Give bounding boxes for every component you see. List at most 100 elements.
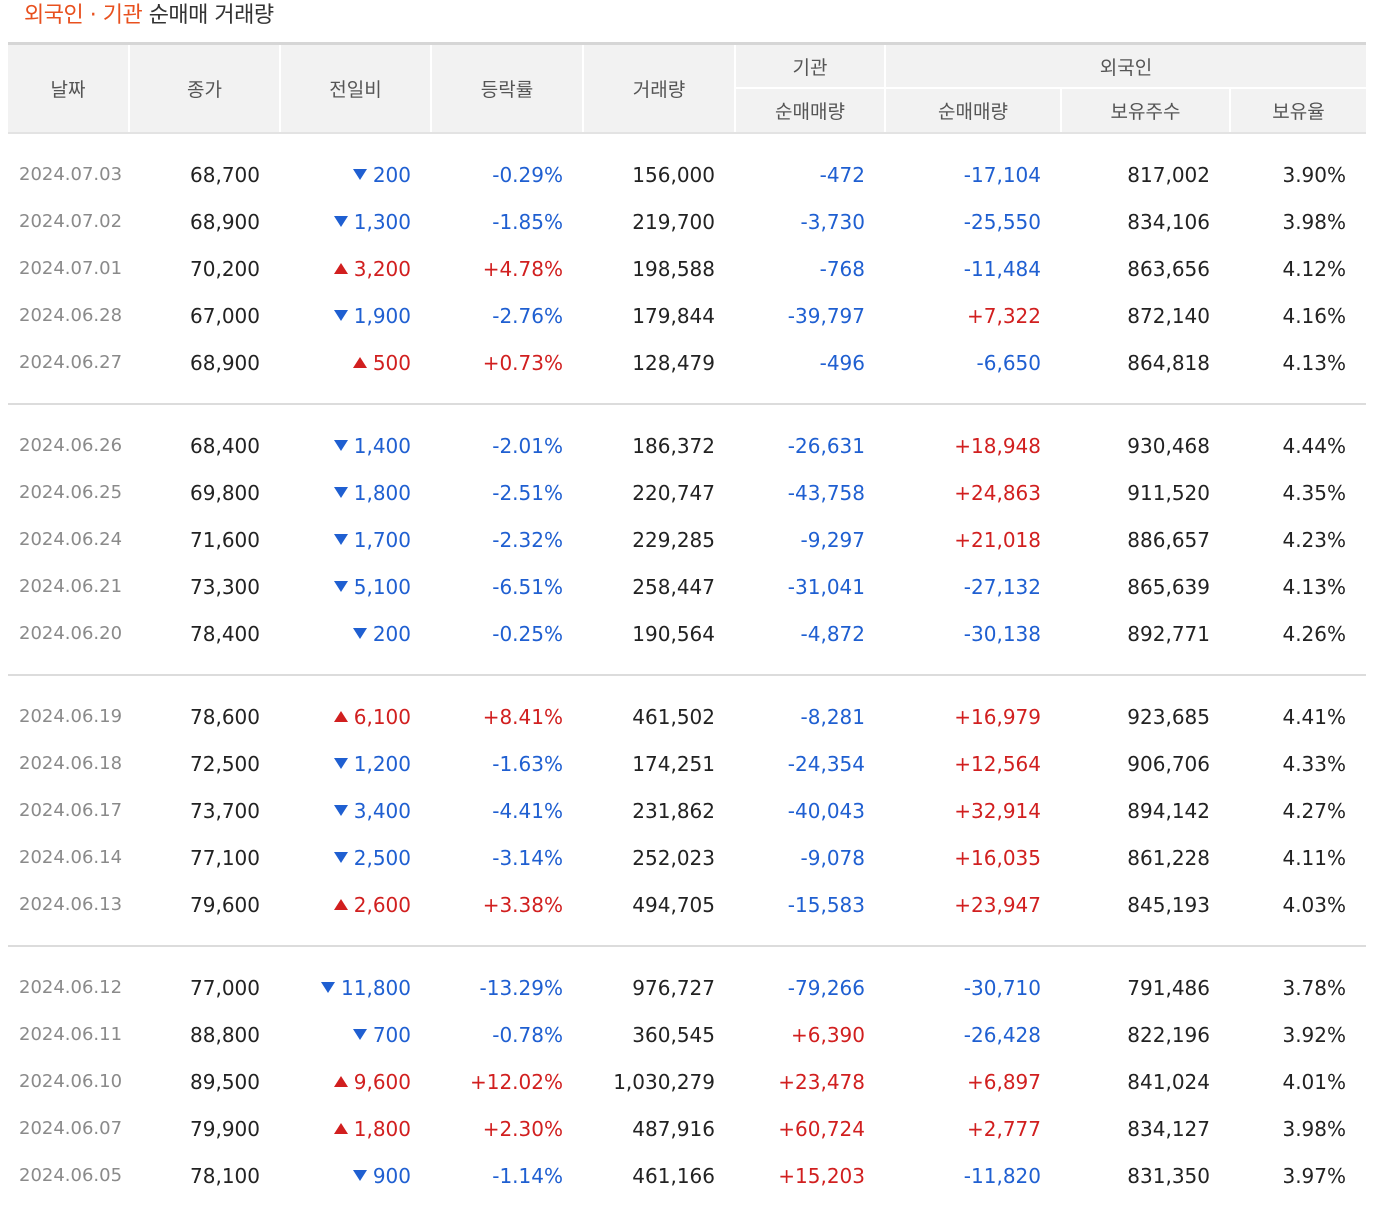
cell-rate-value: +3.38% xyxy=(482,892,563,917)
cell-diff: 9,600 xyxy=(280,1058,431,1105)
triangle-down-icon xyxy=(333,486,348,498)
title-separator: · xyxy=(83,3,103,28)
cell-diff: 2,500 xyxy=(280,834,431,881)
cell-date-value: 2024.06.12 xyxy=(19,977,123,998)
title-institution: 기관 xyxy=(102,3,143,28)
cell-foreign-hold-value: 872,140 xyxy=(1127,303,1210,328)
cell-volume-value: 360,545 xyxy=(632,1022,715,1047)
cell-diff-value: 1,400 xyxy=(353,433,411,458)
cell-foreign-hold: 845,193 xyxy=(1061,881,1230,946)
cell-foreign-net: -30,138 xyxy=(885,610,1061,675)
cell-inst-net-value: +15,203 xyxy=(778,1163,865,1188)
cell-foreign-ratio-value: 4.26% xyxy=(1282,621,1347,646)
cell-close: 73,300 xyxy=(129,563,280,610)
cell-volume-value: 494,705 xyxy=(632,892,715,917)
cell-rate-value: -13.29% xyxy=(479,975,563,1000)
cell-date: 2024.06.28 xyxy=(8,292,129,339)
title-suffix: 순매매 거래량 xyxy=(142,3,274,28)
cell-date-value: 2024.07.03 xyxy=(19,164,123,185)
cell-close-value: 79,900 xyxy=(190,1116,260,1141)
cell-date-value: 2024.06.17 xyxy=(19,800,123,821)
cell-volume-value: 252,023 xyxy=(632,845,715,870)
table-row: 2024.06.28 67,000 1,900 -2.76% 179,844 -39,79… xyxy=(8,292,1366,339)
cell-diff: 1,800 xyxy=(280,1105,431,1152)
cell-date: 2024.06.07 xyxy=(8,1105,129,1152)
cell-date-value: 2024.06.11 xyxy=(19,1024,123,1045)
triangle-down-icon xyxy=(352,168,367,180)
cell-foreign-net: +24,863 xyxy=(885,469,1061,516)
cell-close: 78,600 xyxy=(129,676,280,740)
cell-rate-value: -1.63% xyxy=(492,751,563,776)
trading-volume-table: 날짜 종가 전일비 등락률 거래량 기관 외국인 순매매량 순매매량 보유주수 … xyxy=(8,42,1367,1216)
triangle-up-icon xyxy=(333,1122,348,1134)
cell-foreign-net-value: +7,322 xyxy=(966,303,1041,328)
cell-foreign-hold: 865,639 xyxy=(1061,563,1230,610)
cell-volume: 229,285 xyxy=(583,516,735,563)
cell-foreign-ratio-value: 4.33% xyxy=(1282,751,1347,776)
cell-close: 68,900 xyxy=(129,198,280,245)
cell-volume-value: 156,000 xyxy=(632,162,715,187)
cell-close: 68,700 xyxy=(129,133,280,198)
cell-volume: 494,705 xyxy=(583,881,735,946)
cell-diff: 5,100 xyxy=(280,563,431,610)
cell-volume: 219,700 xyxy=(583,198,735,245)
cell-inst-net: -4,872 xyxy=(735,610,885,675)
cell-foreign-hold: 841,024 xyxy=(1061,1058,1230,1105)
cell-rate: -1.85% xyxy=(431,198,583,245)
cell-diff-value: 11,800 xyxy=(341,975,411,1000)
header-foreign-hold: 보유주수 xyxy=(1061,88,1231,134)
cell-volume-value: 461,502 xyxy=(632,704,715,729)
cell-date-value: 2024.06.19 xyxy=(19,706,123,727)
cell-close-value: 68,400 xyxy=(190,433,260,458)
cell-volume: 128,479 xyxy=(583,339,735,404)
cell-date: 2024.06.20 xyxy=(8,610,129,675)
cell-foreign-ratio: 3.90% xyxy=(1230,133,1366,198)
cell-foreign-ratio-value: 3.98% xyxy=(1282,209,1347,234)
cell-date-value: 2024.06.28 xyxy=(19,305,123,326)
cell-volume: 174,251 xyxy=(583,740,735,787)
cell-foreign-net-value: +12,564 xyxy=(954,751,1041,776)
cell-close-value: 71,600 xyxy=(190,527,260,552)
cell-foreign-ratio: 4.12% xyxy=(1230,245,1366,292)
header-date: 날짜 xyxy=(8,43,130,134)
cell-diff: 1,700 xyxy=(280,516,431,563)
cell-foreign-hold: 930,468 xyxy=(1061,405,1230,469)
cell-foreign-net-value: -6,650 xyxy=(976,350,1041,375)
cell-date: 2024.06.24 xyxy=(8,516,129,563)
table-row: 2024.06.27 68,900 500 +0.73% 128,479 -496 -6,6… xyxy=(8,339,1366,404)
cell-date: 2024.07.02 xyxy=(8,198,129,245)
cell-rate: +3.38% xyxy=(431,881,583,946)
cell-date-value: 2024.06.18 xyxy=(19,753,123,774)
cell-date-value: 2024.06.26 xyxy=(19,435,123,456)
cell-close-value: 68,700 xyxy=(190,162,260,187)
table-row: 2024.06.24 71,600 1,700 -2.32% 229,285 -9,297… xyxy=(8,516,1366,563)
cell-date: 2024.06.14 xyxy=(8,834,129,881)
cell-diff-value: 700 xyxy=(372,1022,411,1047)
cell-foreign-ratio-value: 3.97% xyxy=(1282,1163,1347,1188)
cell-inst-net-value: -26,631 xyxy=(787,433,865,458)
triangle-up-icon xyxy=(333,898,348,910)
cell-foreign-ratio-value: 4.13% xyxy=(1282,350,1347,375)
cell-inst-net-value: +60,724 xyxy=(778,1116,865,1141)
table-row: 2024.06.19 78,600 6,100 +8.41% 461,502 -8,281… xyxy=(8,676,1366,740)
cell-inst-net: +23,478 xyxy=(735,1058,885,1105)
cell-diff-value: 200 xyxy=(372,621,411,646)
cell-volume-value: 179,844 xyxy=(632,303,715,328)
cell-inst-net: -15,583 xyxy=(735,881,885,946)
cell-date-value: 2024.07.02 xyxy=(19,211,123,232)
cell-rate: -2.32% xyxy=(431,516,583,563)
cell-foreign-net: -30,710 xyxy=(885,947,1061,1011)
cell-volume-value: 976,727 xyxy=(632,975,715,1000)
cell-close: 70,200 xyxy=(129,245,280,292)
cell-volume: 461,166 xyxy=(583,1152,735,1216)
section-title: 외국인 · 기관 순매매 거래량 xyxy=(24,0,274,36)
cell-close: 68,900 xyxy=(129,339,280,404)
table-row: 2024.06.17 73,700 3,400 -4.41% 231,862 -40,04… xyxy=(8,787,1366,834)
table-row: 2024.06.18 72,500 1,200 -1.63% 174,251 -24,35… xyxy=(8,740,1366,787)
cell-close: 72,500 xyxy=(129,740,280,787)
cell-diff-value: 200 xyxy=(372,162,411,187)
cell-date-value: 2024.06.21 xyxy=(19,576,123,597)
cell-close-value: 70,200 xyxy=(190,256,260,281)
cell-foreign-net-value: +16,979 xyxy=(954,704,1041,729)
cell-diff-value: 9,600 xyxy=(353,1069,411,1094)
